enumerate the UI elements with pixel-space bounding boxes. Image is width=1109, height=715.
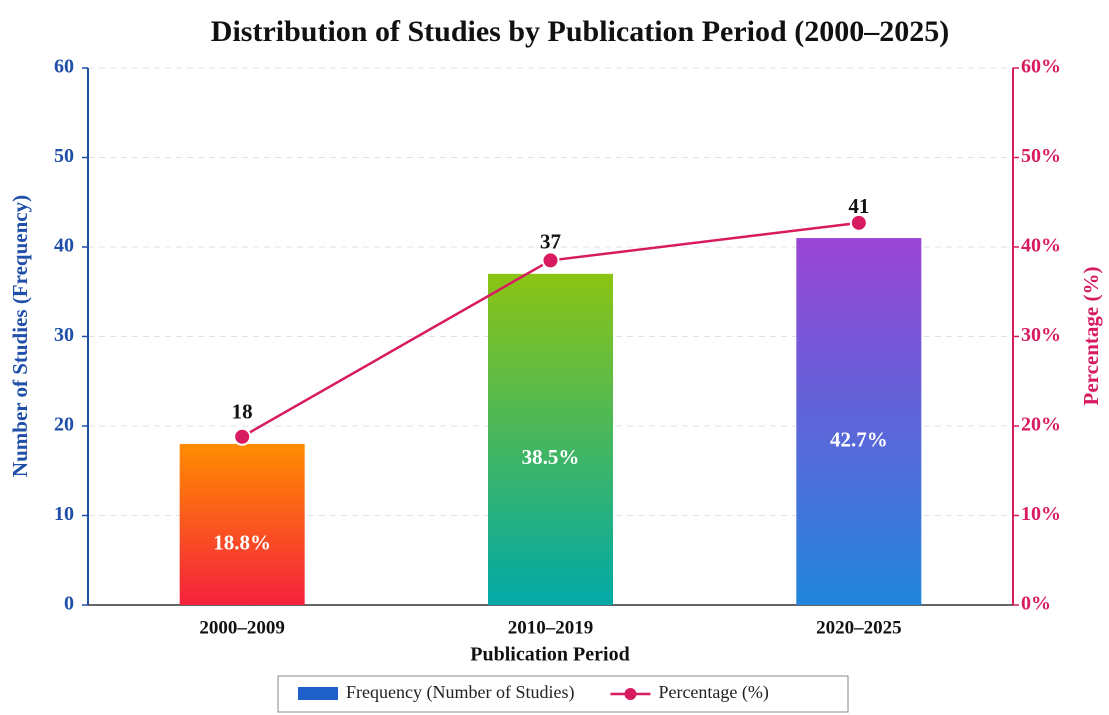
y-axis-label: Number of Studies (Frequency)	[8, 195, 32, 477]
x-tick-label: 2000–2009	[199, 617, 285, 638]
bar-value-label: 18	[232, 400, 253, 424]
bar-value-label: 37	[540, 230, 561, 254]
y2-tick-label: 0%	[1021, 593, 1051, 615]
percentage-label: 18.8%	[213, 530, 271, 554]
y-tick-label: 10	[54, 503, 74, 525]
bar	[179, 443, 305, 605]
legend: Frequency (Number of Studies) Percentage …	[277, 675, 849, 713]
y2-tick-label: 20%	[1021, 414, 1061, 436]
chart-title: Distribution of Studies by Publication P…	[211, 15, 949, 48]
x-tick-label: 2020–2025	[816, 617, 902, 638]
y2-tick-label: 60%	[1021, 56, 1061, 78]
bar	[488, 273, 613, 605]
bar-value-label: 41	[848, 194, 869, 218]
y-tick-label: 0	[64, 593, 74, 615]
y2-tick-label: 10%	[1021, 503, 1061, 525]
legend-label: Frequency (Number of Studies)	[346, 682, 574, 703]
line-marker	[233, 427, 252, 446]
line-marker	[541, 251, 560, 270]
y2-tick-label: 30%	[1021, 324, 1061, 346]
y-tick-label: 50	[54, 145, 74, 167]
y2-axis-label: Percentage (%)	[1079, 267, 1103, 406]
legend-label: Percentage (%)	[658, 682, 768, 703]
x-tick-label: 2010–2019	[508, 617, 594, 638]
y-tick-label: 40	[54, 235, 74, 257]
line-marker	[849, 213, 868, 232]
y-tick-label: 20	[54, 414, 74, 436]
legend-marker	[624, 688, 637, 700]
bar	[796, 238, 922, 606]
legend-swatch	[298, 687, 338, 700]
y2-tick-label: 50%	[1021, 145, 1061, 167]
legend-box	[277, 675, 849, 713]
y-tick-label: 30	[54, 324, 74, 346]
percentage-label: 38.5%	[522, 445, 580, 469]
percentage-label: 42.7%	[830, 427, 888, 451]
x-axis-label: Publication Period	[470, 644, 629, 666]
y-tick-label: 60	[54, 56, 74, 78]
y2-tick-label: 40%	[1021, 235, 1061, 257]
